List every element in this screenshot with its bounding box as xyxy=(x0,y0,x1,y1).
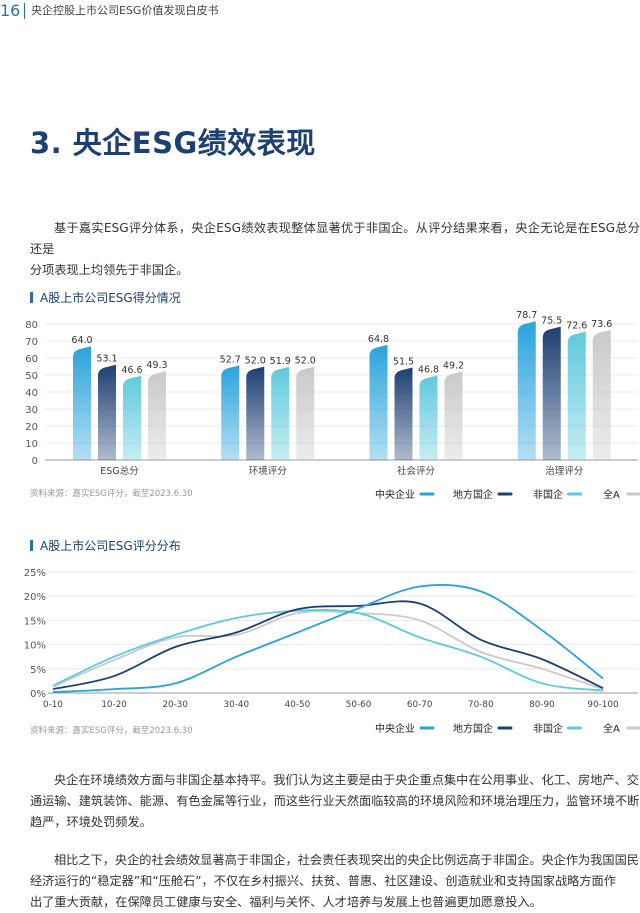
bar-0-2 xyxy=(123,375,141,460)
bar-3-0 xyxy=(517,321,536,460)
bar-1-1 xyxy=(246,366,265,460)
bar-3-2 xyxy=(567,331,586,460)
y-tick-label: 10% xyxy=(24,641,46,652)
y-tick-label: 80 xyxy=(25,320,38,331)
bar-0-1 xyxy=(98,364,116,460)
data-label: 51.9 xyxy=(270,356,291,367)
data-label: 73.6 xyxy=(591,319,612,330)
bar-0-3 xyxy=(148,371,166,460)
x-tick-label: 10-20 xyxy=(101,700,127,710)
chart2-title: A股上市公司ESG评分分布 xyxy=(30,537,181,554)
section-heading: 3. 央企ESG绩效表现 xyxy=(30,126,316,160)
bar-2-3 xyxy=(444,371,463,460)
y-tick-label: 20% xyxy=(24,592,46,603)
bar-3-1 xyxy=(542,326,561,460)
legend-label: 中央企业 xyxy=(375,488,415,501)
bar-0-0 xyxy=(73,346,91,460)
x-tick-label: 40-50 xyxy=(285,700,311,710)
x-tick-label: ESG总分 xyxy=(100,465,139,477)
series-line-0 xyxy=(52,583,604,693)
body2-line-2: 通运输、建筑装饰、能源、有色金属等行业，而这些行业天然面临较高的环境风险和环境治… xyxy=(30,794,640,808)
legend-label: 地方国企 xyxy=(453,488,493,501)
x-tick-label: 环境评分 xyxy=(249,465,288,477)
data-label: 49.3 xyxy=(146,360,167,371)
bar-2-0 xyxy=(369,344,388,460)
y-tick-label: 15% xyxy=(24,616,46,627)
data-label: 52.0 xyxy=(245,356,266,367)
bar-1-3 xyxy=(296,366,315,460)
bar-3-3 xyxy=(592,329,611,460)
legend-label: 全A xyxy=(603,488,620,501)
bar-1-2 xyxy=(271,366,290,460)
legend-label: 中央企业 xyxy=(375,722,415,735)
series-line-2 xyxy=(52,609,604,692)
x-tick-label: 20-30 xyxy=(162,700,188,710)
x-tick-label: 90-100 xyxy=(587,700,619,710)
intro-line-1: 基于嘉实ESG评分体系，央企ESG绩效表现整体显著优于非国企。从评分结果来看，央… xyxy=(30,221,640,256)
x-tick-label: 50-60 xyxy=(346,700,372,710)
data-label: 75.5 xyxy=(541,316,562,327)
y-tick-label: 0 xyxy=(32,456,38,467)
intro-line-2: 分项表现上均领先于非国企。 xyxy=(30,263,189,277)
body3-line-2: 经济运行的“稳定器”和“压舱石”，不仅在乡村振兴、扶贫、普惠、社区建设、创造就业… xyxy=(30,874,616,888)
data-label: 51.5 xyxy=(393,356,414,367)
data-label: 53.1 xyxy=(96,354,117,365)
x-tick-label: 治理评分 xyxy=(545,465,584,477)
x-tick-label: 70-80 xyxy=(468,700,494,710)
esg-score-bar-chart: 0 10 20 30 40 50 60 70 80 64.0 53.1 46.6 49.3 ESG总分 52… xyxy=(25,310,640,501)
y-tick-label: 10 xyxy=(25,439,38,450)
y-tick-label: 0% xyxy=(30,689,46,700)
data-label: 52.0 xyxy=(295,356,316,367)
y-tick-label: 25% xyxy=(24,568,46,579)
legend-label: 地方国企 xyxy=(453,722,493,735)
chart1-title: A股上市公司ESG得分情况 xyxy=(30,289,181,306)
page-header: 16 央企控股上市公司ESG价值发现白皮书 xyxy=(0,0,640,22)
legend-label: 非国企 xyxy=(533,488,563,501)
y-tick-label: 20 xyxy=(25,422,38,433)
y-tick-label: 70 xyxy=(25,337,38,348)
series-line-1 xyxy=(52,600,604,691)
x-tick-label: 30-40 xyxy=(224,700,250,710)
data-label: 78.7 xyxy=(516,310,537,321)
data-label: 72.6 xyxy=(566,321,587,332)
data-label: 64.0 xyxy=(71,335,92,346)
x-tick-label: 0-10 xyxy=(43,700,63,710)
legend-label: 非国企 xyxy=(533,722,563,735)
intro-paragraph: 基于嘉实ESG评分体系，央企ESG绩效表现整体显著优于非国企。从评分结果来看，央… xyxy=(30,218,640,281)
chart2-source: 资料来源：嘉实ESG评分，截至2023.6.30 xyxy=(30,725,193,736)
data-label: 46.8 xyxy=(418,364,439,375)
document-title: 央企控股上市公司ESG价值发现白皮书 xyxy=(31,4,219,17)
body-paragraph-3: 相比之下，央企的社会绩效显著高于非国企，社会责任表现突出的央企比例远高于非国企。… xyxy=(30,850,640,913)
esg-distribution-line-chart: 0% 5% 10% 15% 20% 25% 0-10 10-20 20-30 30-40 40-50… xyxy=(24,568,640,736)
x-tick-label: 社会评分 xyxy=(397,465,436,477)
x-tick-label: 60-70 xyxy=(407,700,433,710)
legend-label: 全A xyxy=(603,722,620,735)
data-label: 46.6 xyxy=(121,365,142,376)
header-divider xyxy=(24,3,25,19)
y-tick-label: 40 xyxy=(25,388,38,399)
body-paragraph-2: 央企在环境绩效方面与非国企基本持平。我们认为这主要是由于央企重点集中在公用事业、… xyxy=(30,770,640,833)
body3-line-1: 相比之下，央企的社会绩效显著高于非国企，社会责任表现突出的央企比例远高于非国企。… xyxy=(54,853,639,867)
body2-line-3: 趋严，环境处罚频发。 xyxy=(30,815,152,829)
body2-line-1: 央企在环境绩效方面与非国企基本持平。我们认为这主要是由于央企重点集中在公用事业、… xyxy=(54,773,639,787)
body3-line-3: 出了重大贡献，在保障员工健康与安全、福利与关怀、人才培养与发展上也普遍更加愿意投… xyxy=(30,895,542,909)
y-tick-label: 50 xyxy=(25,371,38,382)
bar-2-2 xyxy=(419,375,438,460)
title-marker xyxy=(30,540,33,551)
data-label: 64.8 xyxy=(368,334,389,345)
y-tick-label: 60 xyxy=(25,354,38,365)
chart1-source: 资料来源：嘉实ESG评分，截至2023.6.30 xyxy=(30,488,193,499)
x-tick-label: 80-90 xyxy=(529,700,555,710)
page-number: 16 xyxy=(0,1,21,20)
y-tick-label: 30 xyxy=(25,405,38,416)
y-tick-label: 5% xyxy=(30,665,46,676)
data-label: 52.7 xyxy=(220,354,241,365)
title-marker xyxy=(30,292,33,303)
bar-1-0 xyxy=(221,365,240,460)
data-label: 49.2 xyxy=(443,360,464,371)
series-line-3 xyxy=(52,610,604,690)
bar-2-1 xyxy=(394,367,413,460)
